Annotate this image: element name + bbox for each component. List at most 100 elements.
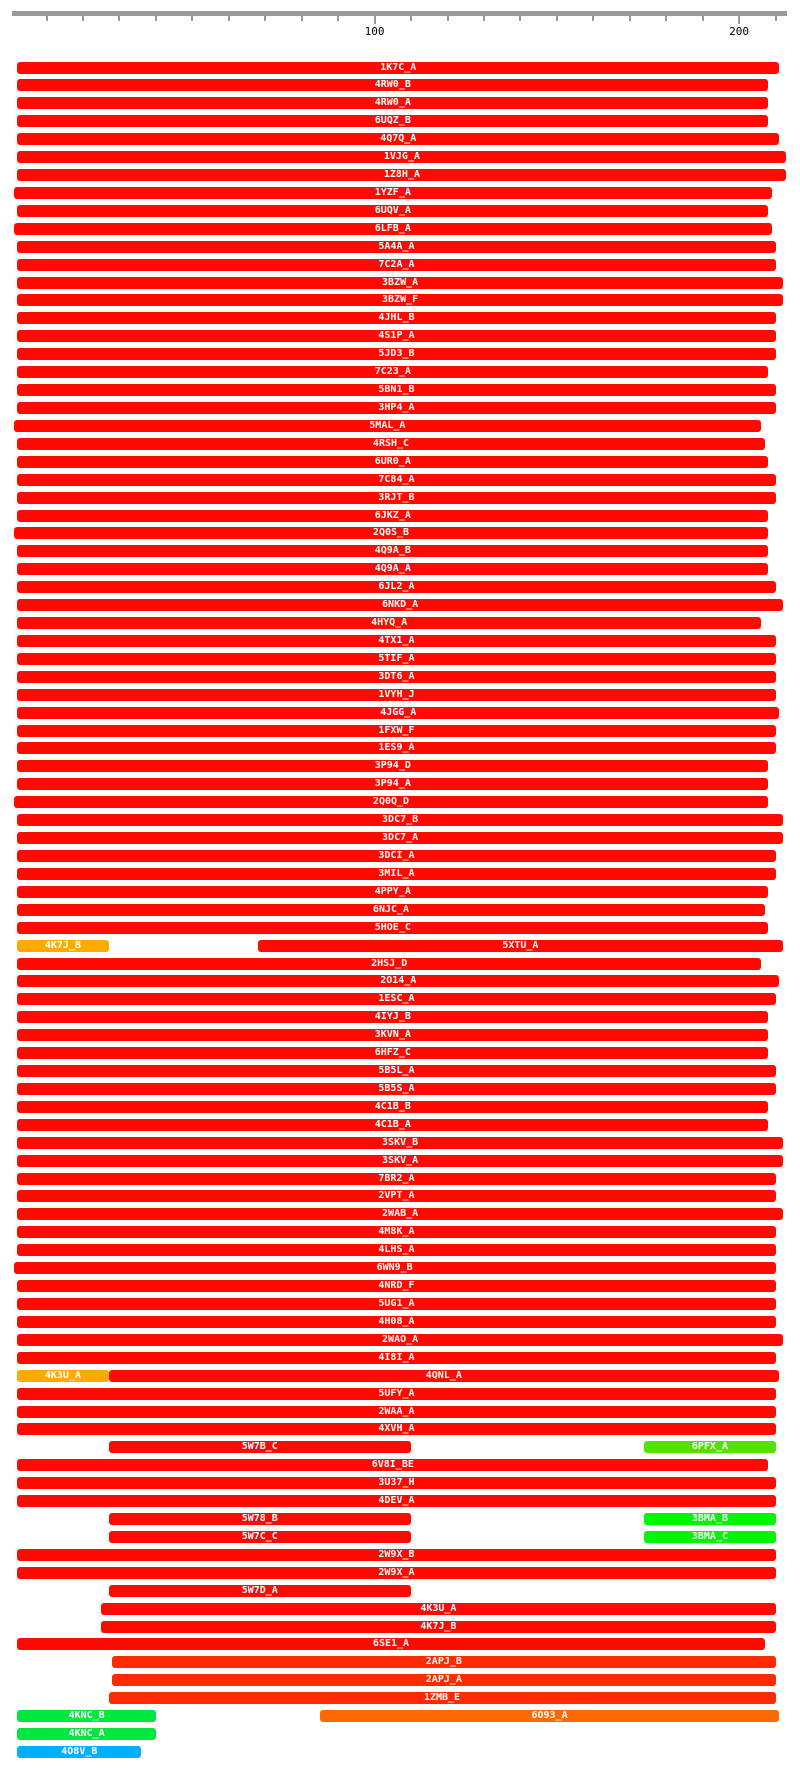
hit-bar[interactable]: 2Q0Q_D [13, 796, 769, 809]
hit-bar[interactable]: 1YZF_A [13, 186, 772, 199]
hit-bar[interactable]: 2WAA_A [17, 1405, 776, 1418]
hit-bar[interactable]: 6UQV_A [17, 204, 769, 217]
hit-bar[interactable]: 2APJ_A [112, 1674, 776, 1687]
hit-bar[interactable]: 4NRD_F [17, 1280, 776, 1293]
hit-bar[interactable]: 6NJC_A [17, 903, 765, 916]
hit-bar[interactable]: 5BN1_B [17, 384, 776, 397]
hit-bar[interactable]: 3DCI_A [17, 849, 776, 862]
hit-bar[interactable]: 1VJG_A [17, 151, 787, 164]
hit-bar[interactable]: 4KNC_A [17, 1728, 156, 1741]
hit-bar[interactable]: 5UFY_A [17, 1387, 776, 1400]
hit-bar[interactable]: 4H08_A [17, 1315, 776, 1328]
hit-bar[interactable]: 2W9X_A [17, 1566, 776, 1579]
hit-bar[interactable]: 7C2A_A [17, 258, 776, 271]
hit-bar[interactable]: 6UR0_A [17, 455, 769, 468]
hit-bar[interactable]: 4Q7Q_A [17, 133, 780, 146]
hit-bar[interactable]: 4XVH_A [17, 1423, 776, 1436]
hit-bar[interactable]: 3BMA_B [644, 1513, 776, 1526]
hit-bar[interactable]: 7BR2_A [17, 1172, 776, 1185]
hit-bar[interactable]: 6HFZ_C [17, 1047, 769, 1060]
hit-bar[interactable]: 1K7C_A [17, 61, 780, 74]
hit-bar[interactable]: 5W78_B [108, 1513, 412, 1526]
hit-bar[interactable]: 5B5S_A [17, 1082, 776, 1095]
hit-bar[interactable]: 4JHL_B [17, 312, 776, 325]
hit-bar[interactable]: 6WN9_B [13, 1262, 776, 1275]
hit-bar[interactable]: 6JL2_A [17, 581, 776, 594]
hit-bar[interactable]: 1ZMB_E [108, 1692, 776, 1705]
hit-bar[interactable]: 7C23_A [17, 366, 769, 379]
hit-bar[interactable]: 5W7B_C [108, 1441, 412, 1454]
hit-bar[interactable]: 3DC7_B [17, 814, 783, 827]
hit-bar[interactable]: 4TX1_A [17, 634, 776, 647]
hit-bar[interactable]: 3MIL_A [17, 867, 776, 880]
hit-bar[interactable]: 1FXW_F [17, 724, 776, 737]
hit-bar[interactable]: 5B5L_A [17, 1065, 776, 1078]
hit-bar[interactable]: 4I8I_A [17, 1351, 776, 1364]
hit-bar[interactable]: 5XTU_A [257, 939, 783, 952]
hit-bar[interactable]: 1VYH_J [17, 688, 776, 701]
hit-bar[interactable]: 6JKZ_A [17, 509, 769, 522]
hit-bar[interactable]: 2HSJ_D [17, 957, 761, 970]
hit-bar[interactable]: 6LFB_A [13, 222, 772, 235]
hit-bar[interactable]: 5HOE_C [17, 921, 769, 934]
hit-bar[interactable]: 6O93_A [319, 1710, 780, 1723]
hit-bar[interactable]: 4DEV_A [17, 1495, 776, 1508]
hit-bar[interactable]: 2APJ_B [112, 1656, 776, 1669]
hit-bar[interactable]: 3P94_A [17, 778, 769, 791]
hit-bar[interactable]: 5JD3_B [17, 348, 776, 361]
hit-bar[interactable]: 2Q0S_B [13, 527, 769, 540]
hit-bar[interactable]: 3SKV_B [17, 1136, 783, 1149]
hit-bar[interactable]: 6PFX_A [644, 1441, 776, 1454]
hit-bar[interactable]: 3DC7_A [17, 832, 783, 845]
hit-bar[interactable]: 4HYQ_A [17, 617, 761, 630]
hit-bar[interactable]: 2W9X_B [17, 1548, 776, 1561]
hit-bar[interactable]: 4K3U_A [17, 1369, 109, 1382]
hit-bar[interactable]: 2WAB_A [17, 1208, 783, 1221]
hit-bar[interactable]: 3SKV_A [17, 1154, 783, 1167]
hit-bar[interactable]: 3P94_D [17, 760, 769, 773]
hit-bar[interactable]: 3BZW_A [17, 276, 783, 289]
hit-bar[interactable]: 4PPY_A [17, 885, 769, 898]
hit-bar[interactable]: 6UQZ_B [17, 115, 769, 128]
hit-bar[interactable]: 3RJT_B [17, 491, 776, 504]
hit-bar[interactable]: 6NKD_A [17, 599, 783, 612]
hit-bar[interactable]: 2VPT_A [17, 1190, 776, 1203]
hit-bar[interactable]: 4QNL_A [108, 1369, 780, 1382]
hit-bar[interactable]: 3HP4_A [17, 401, 776, 414]
hit-bar[interactable]: 4KNC_B [17, 1710, 156, 1723]
hit-bar[interactable]: 2O14_A [17, 975, 780, 988]
hit-bar[interactable]: 4Q9A_B [17, 545, 769, 558]
hit-bar[interactable]: 4K7J_B [101, 1620, 776, 1633]
hit-bar[interactable]: 4RSH_C [17, 437, 765, 450]
hit-bar[interactable]: 3U37_H [17, 1477, 776, 1490]
hit-bar[interactable]: 1Z8H_A [17, 169, 787, 182]
hit-bar[interactable]: 4C1B_B [17, 1100, 769, 1113]
hit-bar[interactable]: 3BZW_F [17, 294, 783, 307]
hit-bar[interactable]: 4M8K_A [17, 1226, 776, 1239]
hit-bar[interactable]: 4RW0_B [17, 79, 769, 92]
hit-bar[interactable]: 4S1P_A [17, 330, 776, 343]
hit-bar[interactable]: 4IYJ_B [17, 1011, 769, 1024]
hit-bar[interactable]: 6V8I_BE [17, 1459, 769, 1472]
hit-bar[interactable]: 4Q9A_A [17, 563, 769, 576]
hit-bar[interactable]: 4C1B_A [17, 1118, 769, 1131]
hit-bar[interactable]: 5UG1_A [17, 1297, 776, 1310]
hit-bar[interactable]: 5MAL_A [13, 419, 761, 432]
hit-bar[interactable]: 5W7D_A [108, 1584, 412, 1597]
hit-bar[interactable]: 5A4A_A [17, 240, 776, 253]
hit-bar[interactable]: 3DT6_A [17, 670, 776, 683]
hit-bar[interactable]: 1ESC_A [17, 993, 776, 1006]
hit-bar[interactable]: 5W7C_C [108, 1530, 412, 1543]
hit-bar[interactable]: 3BMA_C [644, 1530, 776, 1543]
hit-bar[interactable]: 1ES9_A [17, 742, 776, 755]
hit-bar[interactable]: 2WAO_A [17, 1333, 783, 1346]
hit-bar[interactable]: 5TIF_A [17, 652, 776, 665]
hit-bar[interactable]: 4K7J_B [17, 939, 109, 952]
hit-bar[interactable]: 4LHS_A [17, 1244, 776, 1257]
hit-bar[interactable]: 3KVN_A [17, 1029, 769, 1042]
hit-bar[interactable]: 6SE1_A [17, 1638, 765, 1651]
hit-bar[interactable]: 4K3U_A [101, 1602, 776, 1615]
hit-bar[interactable]: 4O8V_B [17, 1745, 142, 1758]
hit-bar[interactable]: 4RW0_A [17, 97, 769, 110]
hit-bar[interactable]: 7C84_A [17, 473, 776, 486]
